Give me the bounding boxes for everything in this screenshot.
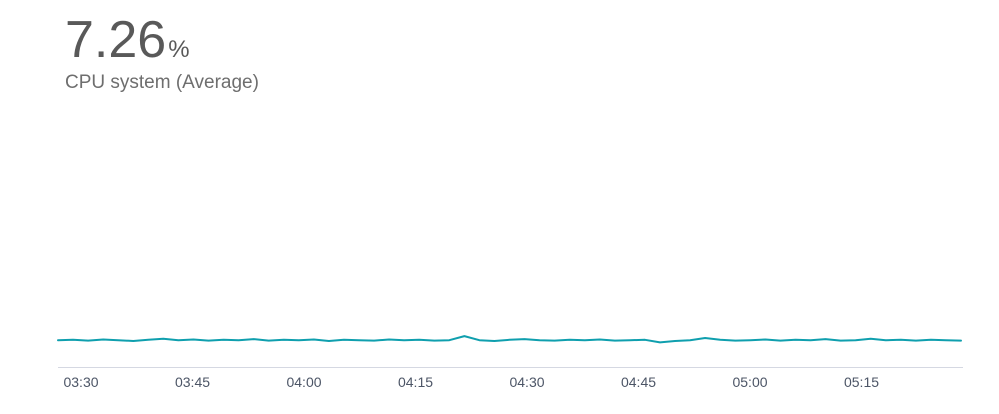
metric-label: CPU system (Average) (65, 72, 259, 93)
metric-header: 7.26 % CPU system (Average) (65, 14, 259, 94)
x-tick-label: 04:15 (397, 374, 434, 390)
x-axis-tick-labels: 03:30 03:45 04:00 04:15 04:30 04:45 05:00 05:15 (0, 374, 999, 394)
cpu-series-line[interactable] (57, 335, 962, 344)
metric-value: 7.26 (65, 11, 167, 69)
x-tick-label: 04:00 (286, 374, 322, 390)
x-tick-label: 05:00 (732, 374, 768, 390)
x-tick-label: 03:45 (174, 374, 211, 390)
x-tick-label: 03:30 (63, 374, 99, 390)
x-tick-label: 05:15 (843, 374, 880, 390)
x-tick-label: 04:30 (509, 374, 545, 390)
metric-unit: % (168, 36, 190, 63)
metric-value-row: 7.26 % (65, 14, 259, 66)
x-tick-label: 04:45 (620, 374, 657, 390)
x-axis-line (58, 367, 963, 368)
